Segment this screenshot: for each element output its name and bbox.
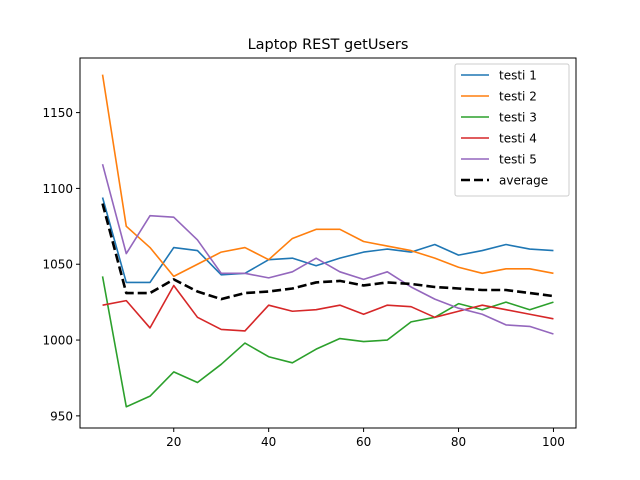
y-tick-label: 1000 [42, 334, 73, 348]
chart-title: Laptop REST getUsers [248, 37, 409, 53]
series-line-testi-1 [101, 197, 554, 284]
y-tick-label: 1150 [42, 106, 73, 120]
plot-area-frame [79, 57, 577, 429]
series-line-testi-2 [101, 74, 554, 278]
series-line-testi-5 [101, 163, 554, 335]
x-tick-label: 80 [451, 435, 466, 449]
x-axis: 20 40 60 80 100 [166, 428, 565, 449]
legend-label: testi 3 [499, 111, 537, 125]
series-line-testi-3 [101, 276, 554, 408]
legend: testi 1 testi 2 testi 3 testi 4 testi 5 avera… [454, 63, 570, 197]
legend-label: testi 1 [499, 69, 537, 83]
legend-frame [454, 63, 570, 197]
y-tick-label: 1100 [42, 182, 73, 196]
y-tick-label: 1050 [42, 258, 73, 272]
x-tick-label: 60 [356, 435, 371, 449]
x-tick-label: 20 [166, 435, 181, 449]
series-line-testi-4 [102, 284, 554, 332]
plot-lines [101, 74, 554, 408]
series-line-average [101, 203, 554, 301]
y-axis: 950 1000 1050 1100 1150 [42, 106, 80, 423]
y-tick-label: 950 [50, 409, 73, 423]
legend-label: testi 5 [499, 153, 537, 167]
x-tick-label: 100 [542, 435, 565, 449]
legend-label: average [499, 174, 548, 188]
x-tick-label: 40 [261, 435, 276, 449]
legend-label: testi 4 [499, 132, 537, 146]
legend-label: testi 2 [499, 90, 537, 104]
